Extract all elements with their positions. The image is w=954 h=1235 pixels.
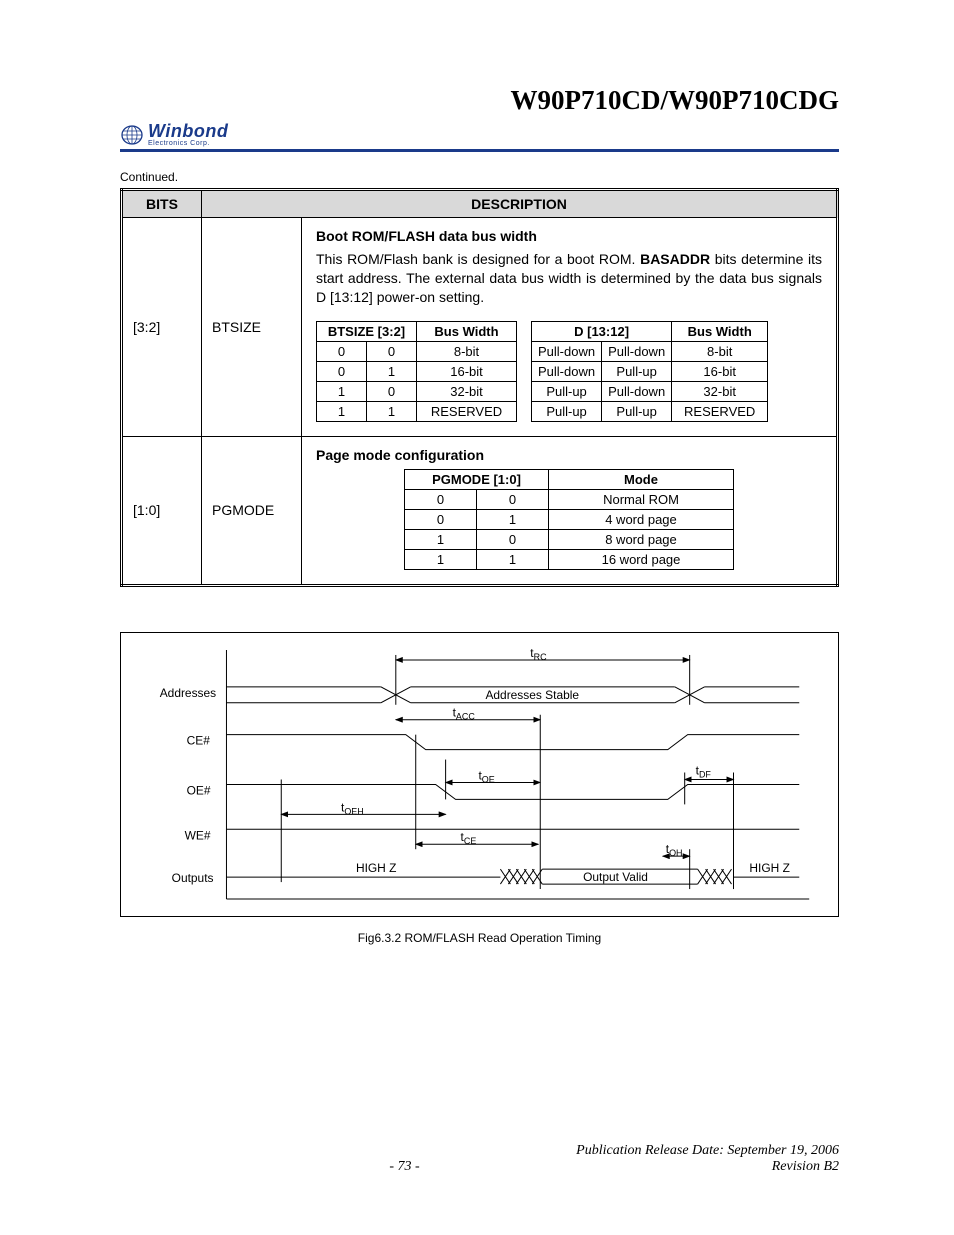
publication-date: Publication Release Date: September 19, … <box>539 1143 839 1159</box>
svg-text:tACC: tACC <box>453 705 476 721</box>
globe-icon <box>120 124 144 146</box>
svg-text:HIGH Z: HIGH Z <box>749 861 789 875</box>
btsize-table: BTSIZE [3:2]Bus Width 008-bit 0116-bit 1… <box>316 321 517 422</box>
svg-text:Output Valid: Output Valid <box>583 870 648 884</box>
pgmode-table: PGMODE [1:0]Mode 00Normal ROM 014 word p… <box>404 469 734 570</box>
section-paragraph: This ROM/Flash bank is designed for a bo… <box>316 250 822 307</box>
bits-cell: [1:0] <box>122 436 202 585</box>
col-description: DESCRIPTION <box>202 190 838 218</box>
field-name: BTSIZE <box>202 218 302 437</box>
page-number: - 73 - <box>270 1159 539 1175</box>
dbus-table: D [13:12]Bus Width Pull-downPull-down8-b… <box>531 321 768 422</box>
svg-text:tRC: tRC <box>530 646 547 662</box>
company-logo: Winbond Electronics Corp. <box>120 122 228 147</box>
section-title: Page mode configuration <box>316 447 822 463</box>
page-footer: - 73 - Publication Release Date: Septemb… <box>120 1143 839 1175</box>
svg-text:tOE: tOE <box>478 768 494 784</box>
header-divider: Winbond Electronics Corp. <box>120 122 839 152</box>
svg-text:CE#: CE# <box>187 733 211 747</box>
svg-text:Addresses Stable: Addresses Stable <box>485 687 579 701</box>
svg-text:tOEH: tOEH <box>341 800 364 816</box>
svg-text:Addresses: Addresses <box>160 685 216 699</box>
figure-caption: Fig6.3.2 ROM/FLASH Read Operation Timing <box>120 931 839 945</box>
svg-text:Outputs: Outputs <box>172 871 214 885</box>
bits-cell: [3:2] <box>122 218 202 437</box>
document-title: W90P710CD/W90P710CDG <box>120 85 839 116</box>
description-cell: Boot ROM/FLASH data bus width This ROM/F… <box>302 218 838 437</box>
logo-name: Winbond <box>148 122 228 140</box>
svg-text:HIGH Z: HIGH Z <box>356 861 396 875</box>
svg-text:WE#: WE# <box>185 828 211 842</box>
logo-subtitle: Electronics Corp. <box>148 140 228 147</box>
section-title: Boot ROM/FLASH data bus width <box>316 228 822 244</box>
field-name: PGMODE <box>202 436 302 585</box>
register-table: BITS DESCRIPTION [3:2] BTSIZE Boot ROM/F… <box>120 188 839 587</box>
svg-text:OE#: OE# <box>187 783 211 797</box>
svg-text:tOH: tOH <box>666 842 683 858</box>
svg-text:tDF: tDF <box>696 763 712 779</box>
timing-diagram: Addresses CE# OE# WE# Outputs tRC Addres… <box>120 632 839 917</box>
svg-text:tCE: tCE <box>461 830 477 846</box>
continued-label: Continued. <box>120 170 839 184</box>
timing-svg: Addresses CE# OE# WE# Outputs tRC Addres… <box>131 645 820 904</box>
revision: Revision B2 <box>539 1159 839 1175</box>
description-cell: Page mode configuration PGMODE [1:0]Mode… <box>302 436 838 585</box>
col-bits: BITS <box>122 190 202 218</box>
